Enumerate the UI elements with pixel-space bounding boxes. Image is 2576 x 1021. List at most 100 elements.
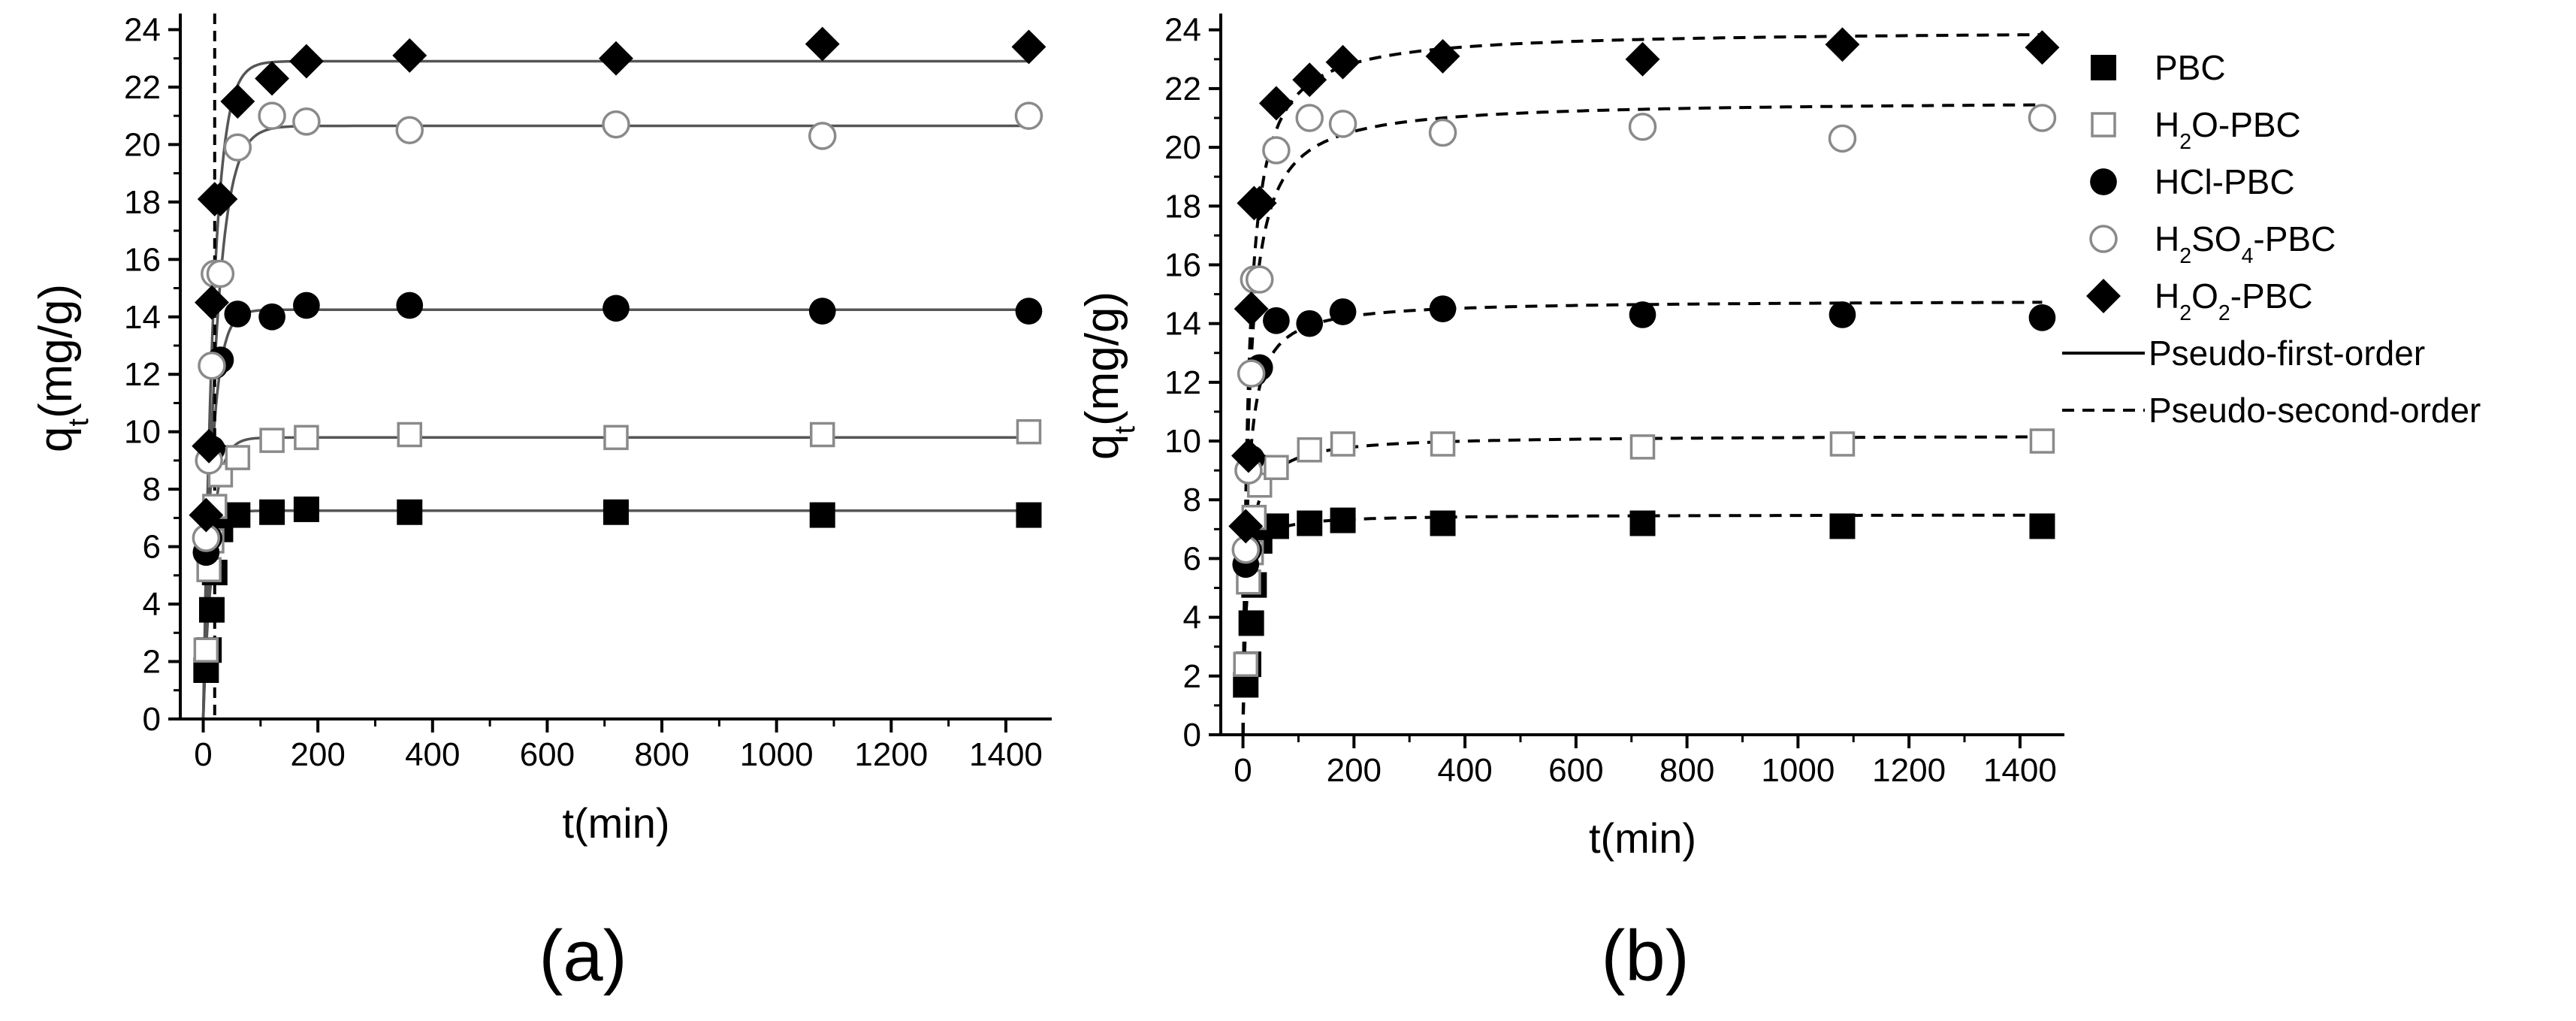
x-tick-label: 800: [634, 736, 689, 773]
y-tick-label: 16: [124, 241, 161, 278]
data-point: [808, 298, 836, 325]
y-tick-label: 12: [1164, 364, 1201, 401]
data-point: [293, 291, 320, 319]
series-H2O2-PBC: [189, 26, 1046, 533]
data-point: [2028, 104, 2057, 132]
series-PBC: [1233, 507, 2055, 698]
x-tick-label: 1000: [1761, 752, 1835, 789]
fit-curve-H2O2-PBC: [201, 59, 1029, 720]
series-H2O2-PBC: [1228, 27, 2060, 544]
y-tick-label: 10: [124, 414, 161, 451]
data-point: [1016, 502, 1042, 528]
legend-label-part: H: [2155, 219, 2179, 258]
y-tick-label: 2: [1183, 658, 1201, 695]
y-axis-title-part: (mg/g): [30, 284, 82, 418]
data-point: [809, 421, 835, 448]
y-tick-label: 22: [1164, 71, 1201, 107]
data-point: [1263, 513, 1289, 539]
data-point: [396, 291, 424, 319]
legend-marker: [2091, 112, 2116, 137]
x-tick-label: 600: [520, 736, 575, 773]
x-tick-label: 1000: [740, 736, 814, 773]
y-tick-label: 4: [1183, 600, 1201, 636]
legend-item-HCl-PBC: HCl-PBC: [2090, 162, 2295, 201]
series-H2SO4-PBC: [192, 101, 1043, 552]
data-point: [1016, 418, 1042, 445]
y-tick-label: 20: [1164, 129, 1201, 166]
fit-curve-PBC: [1241, 513, 2043, 736]
legend-marker: [2086, 279, 2121, 313]
data-point: [1425, 38, 1460, 74]
data-point: [258, 101, 286, 130]
data-point: [192, 428, 227, 464]
fit-curve-H2O-PBC: [201, 436, 1029, 720]
data-point: [1011, 29, 1046, 65]
legend-item-H2O-PBC: H2O-PBC: [2091, 105, 2301, 154]
x-tick-label: 200: [1327, 752, 1382, 789]
data-point: [224, 301, 252, 328]
x-tick-label: 800: [1659, 752, 1714, 789]
data-point: [198, 352, 226, 380]
legend-label-part: -PBC: [2253, 219, 2336, 258]
legend-label-part: 2: [2179, 301, 2191, 325]
data-point: [1829, 301, 1856, 328]
data-point: [193, 637, 219, 663]
x-tick-label: 1400: [1983, 752, 2057, 789]
y-tick-label: 16: [1164, 246, 1201, 283]
data-point: [395, 116, 424, 145]
y-tick-label: 2: [143, 644, 161, 681]
data-point: [2028, 304, 2056, 331]
y-tick-label: 18: [124, 184, 161, 221]
data-point: [599, 41, 633, 76]
y-tick-label: 6: [1183, 540, 1201, 577]
data-point: [1297, 437, 1322, 463]
data-point: [220, 84, 255, 119]
y-tick-label: 14: [124, 299, 161, 336]
legend-label: H2O2-PBC: [2155, 276, 2313, 325]
fit-curve-H2SO4-PBC: [1241, 103, 2043, 736]
data-point: [602, 110, 630, 139]
data-point: [1238, 610, 1264, 636]
data-point: [1628, 112, 1657, 141]
data-point: [1242, 186, 1277, 221]
data-point: [805, 26, 840, 62]
data-point: [1297, 510, 1323, 536]
y-tick-label: 24: [124, 11, 161, 48]
data-point: [1330, 431, 1356, 457]
legend-label-part: HCl-PBC: [2155, 162, 2295, 201]
data-point: [1430, 431, 1456, 457]
data-point: [1233, 651, 1258, 677]
data-point: [294, 424, 319, 451]
data-point: [293, 496, 319, 522]
y-tick-label: 24: [1164, 12, 1201, 49]
data-point: [1263, 307, 1290, 334]
series-H2SO4-PBC: [1231, 104, 2057, 564]
data-point: [1629, 510, 1656, 536]
legend-label-part: 4: [2242, 244, 2254, 268]
data-point: [292, 107, 321, 136]
data-point: [1430, 510, 1456, 536]
data-point: [603, 499, 629, 525]
y-tick-label: 14: [1164, 306, 1201, 343]
data-point: [1264, 455, 1289, 480]
data-point: [809, 502, 835, 528]
data-point: [1825, 27, 1860, 62]
data-point: [223, 133, 252, 162]
data-point: [203, 182, 238, 216]
y-axis-title-part: t: [1109, 426, 1141, 434]
x-tick-label: 400: [405, 736, 460, 773]
legend-line-first: Pseudo-first-order: [2062, 334, 2425, 373]
data-point: [1829, 431, 1856, 457]
data-point: [206, 259, 235, 288]
data-point: [225, 502, 251, 528]
data-point: [198, 597, 225, 623]
legend-label-part: PBC: [2155, 48, 2226, 87]
legend-label-part: 2: [2179, 130, 2191, 154]
data-point: [195, 285, 229, 320]
legend: PBCH2O-PBCHCl-PBCH2SO4-PBCH2O2-PBCPseudo…: [2062, 48, 2481, 430]
x-tick-label: 0: [1234, 752, 1252, 789]
legend-line-second: Pseudo-second-order: [2062, 391, 2481, 430]
